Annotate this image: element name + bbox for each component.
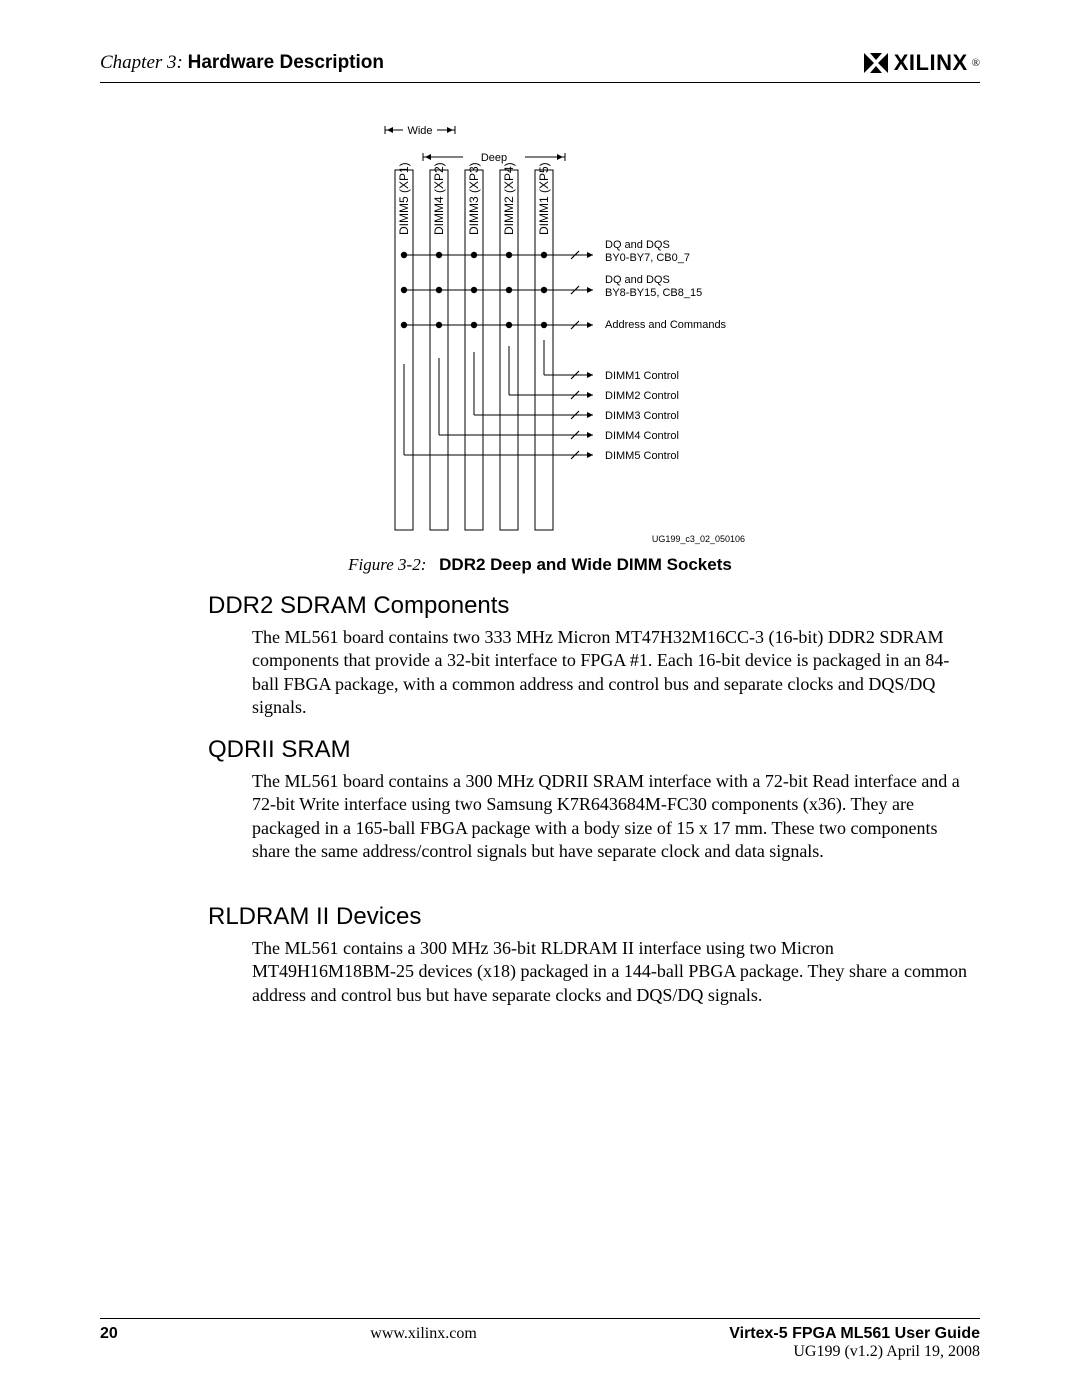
svg-text:DIMM2 (XP4): DIMM2 (XP4) (502, 162, 516, 235)
footer: 20 www.xilinx.com Virtex-5 FPGA ML561 Us… (100, 1325, 980, 1361)
svg-text:UG199_c3_02_050106: UG199_c3_02_050106 (652, 534, 745, 544)
xilinx-logo-icon (862, 51, 890, 75)
figure-diagram: Wide Deep DIMM5 (XP1) DIMM4 (XP2) DIMM3 (XP3… (375, 115, 905, 545)
heading-qdrii: QDRII SRAM (208, 736, 351, 764)
svg-text:DIMM5 (XP1): DIMM5 (XP1) (397, 162, 411, 235)
chapter-prefix: Chapter 3: (100, 52, 183, 73)
svg-text:DIMM3 Control: DIMM3 Control (605, 410, 679, 422)
page-number: 20 (100, 1325, 118, 1361)
footer-rule (100, 1318, 980, 1319)
chapter-header: Chapter 3: Hardware Description (100, 52, 384, 74)
svg-text:DQ and DQS: DQ and DQS (605, 274, 670, 286)
svg-text:DIMM3 (XP3): DIMM3 (XP3) (467, 162, 481, 235)
chapter-title: Hardware Description (188, 52, 384, 73)
svg-text:DQ and DQS: DQ and DQS (605, 239, 670, 251)
svg-text:DIMM4 (XP2): DIMM4 (XP2) (432, 162, 446, 235)
body-ddr2-sdram: The ML561 board contains two 333 MHz Mic… (252, 626, 970, 720)
footer-url[interactable]: www.xilinx.com (118, 1325, 729, 1361)
svg-text:BY0-BY7, CB0_7: BY0-BY7, CB0_7 (605, 252, 690, 264)
svg-text:Wide: Wide (407, 125, 432, 137)
svg-text:BY8-BY15, CB8_15: BY8-BY15, CB8_15 (605, 287, 702, 299)
svg-text:DIMM5 Control: DIMM5 Control (605, 450, 679, 462)
svg-text:DIMM2 Control: DIMM2 Control (605, 390, 679, 402)
logo-reg: ® (972, 57, 980, 69)
heading-ddr2-sdram: DDR2 SDRAM Components (208, 592, 509, 620)
logo-text: XILINX (894, 50, 968, 76)
svg-text:Address and Commands: Address and Commands (605, 319, 727, 331)
body-rldram: The ML561 contains a 300 MHz 36-bit RLDR… (252, 937, 970, 1007)
svg-text:Deep: Deep (481, 152, 507, 164)
body-qdrii: The ML561 board contains a 300 MHz QDRII… (252, 770, 970, 864)
figure-prefix: Figure 3-2: (348, 555, 426, 574)
heading-rldram: RLDRAM II Devices (208, 903, 421, 931)
figure-title: DDR2 Deep and Wide DIMM Sockets (439, 555, 732, 574)
version-date: UG199 (v1.2) April 19, 2008 (729, 1343, 980, 1361)
figure-caption: Figure 3-2: DDR2 Deep and Wide DIMM Sock… (0, 555, 1080, 575)
guide-title: Virtex-5 FPGA ML561 User Guide (729, 1325, 980, 1343)
svg-text:DIMM4 Control: DIMM4 Control (605, 430, 679, 442)
xilinx-logo: XILINX ® (862, 50, 980, 76)
svg-text:DIMM1 Control: DIMM1 Control (605, 370, 679, 382)
svg-text:DIMM1 (XP5): DIMM1 (XP5) (537, 162, 551, 235)
header-rule (100, 82, 980, 83)
